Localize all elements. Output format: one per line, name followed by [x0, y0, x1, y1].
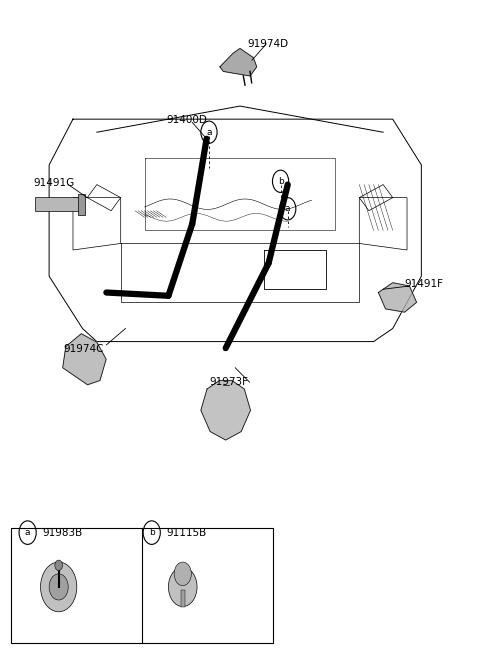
Text: a: a [285, 204, 290, 214]
Text: 91973F: 91973F [209, 377, 248, 387]
Text: a: a [206, 127, 212, 137]
Circle shape [49, 574, 68, 600]
Bar [78, 194, 85, 215]
Text: a: a [25, 528, 30, 537]
Bar [35, 197, 83, 212]
Polygon shape [63, 334, 106, 385]
Bar [181, 590, 185, 606]
Text: 91983B: 91983B [42, 528, 82, 537]
Text: 91400D: 91400D [166, 116, 207, 125]
Text: b: b [278, 177, 283, 186]
Polygon shape [378, 283, 417, 312]
Bar [11, 528, 274, 643]
Circle shape [40, 562, 77, 612]
Circle shape [168, 567, 197, 606]
Polygon shape [220, 49, 257, 76]
Text: 91974D: 91974D [247, 39, 288, 49]
Text: 91491G: 91491G [34, 177, 75, 188]
Circle shape [55, 560, 62, 570]
Text: b: b [149, 528, 155, 537]
Polygon shape [201, 380, 251, 440]
Text: 91974C: 91974C [63, 344, 104, 354]
Circle shape [174, 562, 192, 585]
Text: 91115B: 91115B [166, 528, 206, 537]
Text: 91491F: 91491F [405, 279, 444, 289]
